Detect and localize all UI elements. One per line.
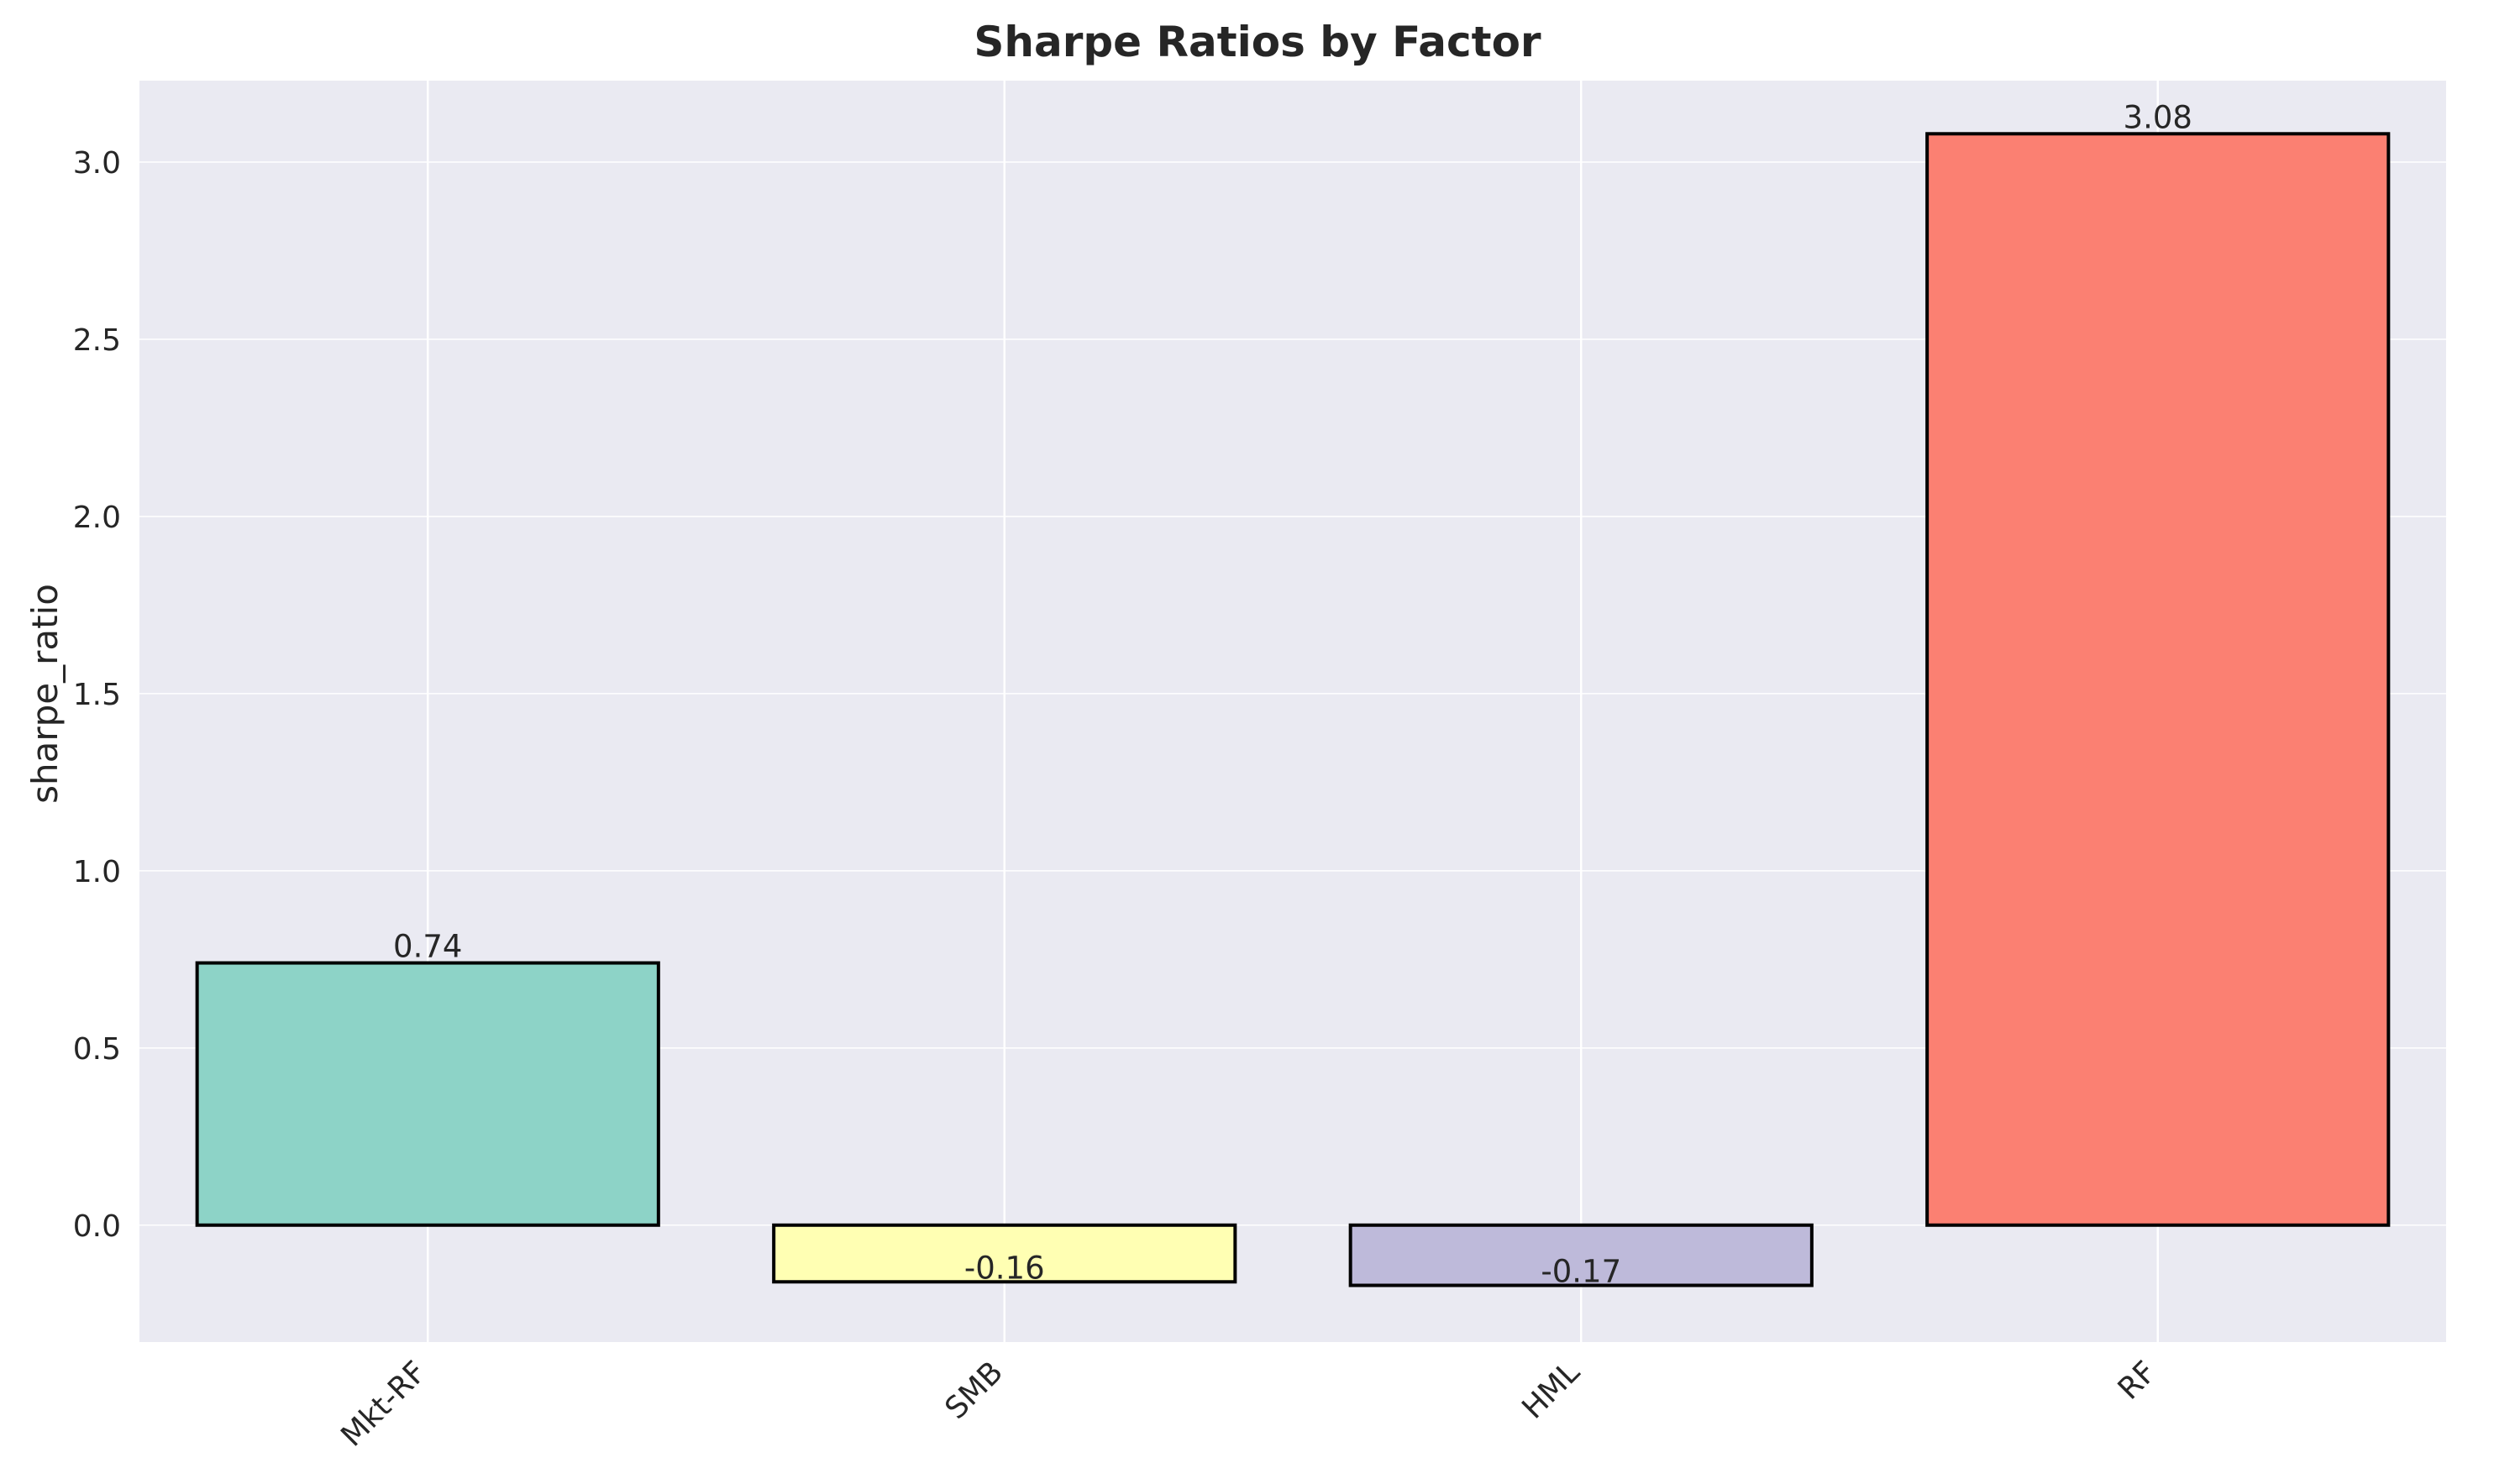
data-label: 0.74 [393, 929, 462, 965]
y-axis-label: sharpe_ratio [24, 584, 66, 804]
bar-mkt-rf [195, 961, 660, 1227]
y-tick-label: 0.0 [73, 1209, 121, 1244]
data-label: 3.08 [2124, 99, 2192, 135]
chart-title: Sharpe Ratios by Factor [974, 18, 1541, 66]
data-label: -0.16 [964, 1250, 1045, 1286]
y-tick-label: 2.5 [73, 323, 121, 358]
bars [195, 132, 2391, 1287]
data-label: -0.17 [1541, 1253, 1621, 1289]
y-tick-label: 2.0 [73, 501, 121, 535]
x-tick-label: HML [1515, 1355, 1586, 1425]
y-axis-ticks: 0.0 0.5 1.0 1.5 2.0 2.5 3.0 [73, 146, 121, 1244]
y-tick-label: 3.0 [73, 146, 121, 181]
y-tick-label: 1.0 [73, 855, 121, 889]
x-tick-label: RF [2112, 1355, 2163, 1406]
y-tick-label: 1.5 [73, 678, 121, 712]
y-tick-label: 0.5 [73, 1032, 121, 1067]
bar-smb [772, 1223, 1237, 1284]
x-tick-label: Mkt-RF [334, 1355, 433, 1453]
bar-rf [1925, 132, 2391, 1227]
data-labels: 0.74 -0.16 -0.17 3.08 [393, 99, 2192, 1289]
x-tick-label: SMB [939, 1355, 1011, 1426]
bar-hml [1348, 1223, 1814, 1287]
x-axis-ticks: Mkt-RF SMB HML RF [334, 1355, 2163, 1453]
